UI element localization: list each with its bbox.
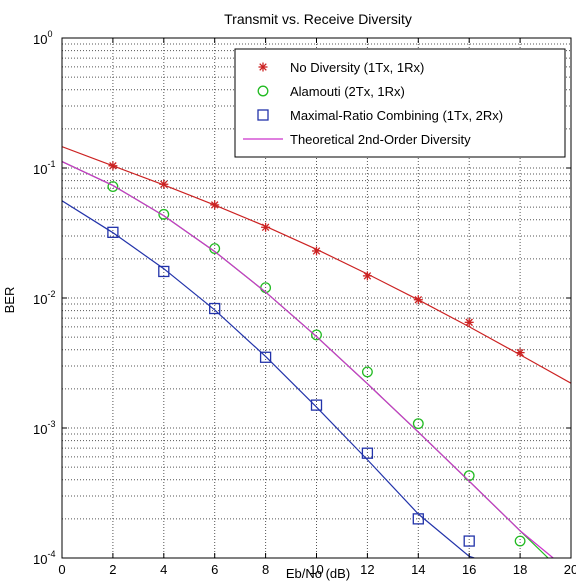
x-tick-label: 6 (211, 562, 218, 577)
x-tick-label: 20 (564, 562, 576, 577)
data-point-alamouti (311, 329, 322, 341)
legend-label-theoretical: Theoretical 2nd-Order Diversity (290, 132, 471, 147)
data-point-no-diversity (413, 295, 423, 305)
x-tick-label: 4 (160, 562, 167, 577)
y-tick-label: 10-1 (33, 159, 55, 177)
x-tick-label: 16 (462, 562, 476, 577)
x-tick-label: 12 (360, 562, 374, 577)
series-line-theoretical (62, 161, 554, 558)
chart-title: Transmit vs. Receive Diversity (224, 11, 412, 27)
legend-marker-mrc (257, 109, 269, 121)
series-layer (62, 146, 571, 558)
data-point-no-diversity (159, 179, 169, 189)
grid-lines (62, 38, 571, 558)
data-point-no-diversity (464, 317, 474, 327)
legend-label-mrc: Maximal-Ratio Combining (1Tx, 2Rx) (290, 108, 503, 123)
y-axis-label: BER (2, 287, 17, 314)
data-point-alamouti (107, 181, 119, 192)
data-point-no-diversity (515, 348, 525, 358)
data-point-mrc (158, 265, 170, 278)
legend-item-mrc: Maximal-Ratio Combining (1Tx, 2Rx) (257, 108, 503, 123)
data-point-alamouti (158, 208, 170, 220)
series-mrc (62, 200, 475, 558)
data-point-mrc (463, 535, 475, 547)
data-point-no-diversity (312, 246, 321, 256)
legend-label-no-diversity: No Diversity (1Tx, 1Rx) (290, 60, 424, 75)
x-tick-label: 2 (109, 562, 116, 577)
y-tick-label: 10-3 (33, 419, 55, 437)
legend-item-alamouti: Alamouti (2Tx, 1Rx) (257, 84, 405, 99)
data-point-no-diversity (108, 161, 118, 171)
legend-label-alamouti: Alamouti (2Tx, 1Rx) (290, 84, 405, 99)
legend: No Diversity (1Tx, 1Rx) Alamouti (2Tx, 1R… (234, 48, 566, 158)
x-tick-label: 10 (309, 562, 323, 577)
data-point-mrc (209, 302, 221, 315)
x-tick-label: 8 (262, 562, 269, 577)
series-no-diversity (62, 146, 571, 384)
axis-ticks: 0 2 4 6 8 10 12 14 16 18 20 100 10-1 10-2 10-3 10-4 (33, 29, 576, 577)
data-point-mrc (107, 226, 119, 238)
data-point-mrc (259, 351, 272, 363)
y-tick-label: 10-4 (33, 549, 55, 567)
x-tick-label: 14 (411, 562, 425, 577)
data-point-mrc (412, 513, 424, 525)
legend-item-no-diversity: No Diversity (1Tx, 1Rx) (258, 60, 424, 75)
legend-box (234, 48, 566, 158)
data-point-no-diversity (261, 222, 271, 232)
y-tick-label: 100 (33, 29, 52, 47)
legend-marker-no-diversity (258, 62, 268, 72)
x-tick-label: 0 (58, 562, 65, 577)
data-point-alamouti (412, 418, 424, 430)
legend-item-theoretical: Theoretical 2nd-Order Diversity (243, 132, 471, 147)
data-point-no-diversity (362, 271, 372, 281)
x-axis-label: Eb/No (dB) (286, 566, 350, 581)
data-point-mrc (361, 447, 374, 459)
legend-marker-alamouti (257, 85, 269, 97)
data-point-mrc (310, 399, 323, 411)
series-theoretical (62, 161, 554, 558)
data-point-alamouti (514, 535, 526, 547)
data-point-no-diversity (210, 200, 220, 210)
series-line-mrc (62, 200, 475, 558)
y-tick-label: 10-2 (33, 289, 55, 307)
data-point-alamouti (361, 366, 373, 378)
x-tick-label: 18 (513, 562, 527, 577)
